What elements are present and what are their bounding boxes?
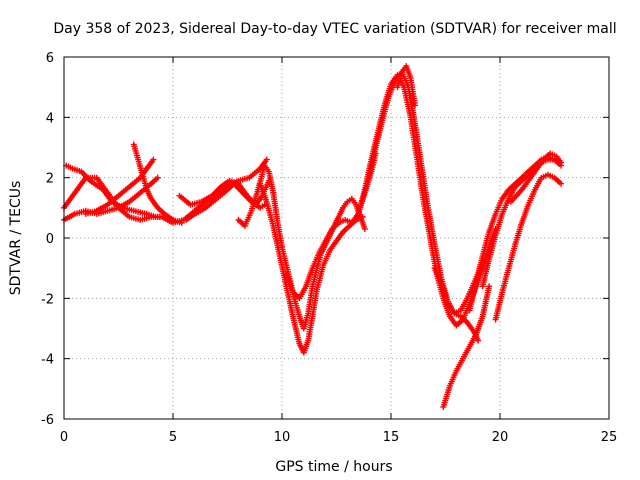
series-track-10 xyxy=(257,180,366,356)
series-track-9 xyxy=(270,189,368,332)
y-tick-label: -6 xyxy=(41,413,54,428)
x-tick-label: 10 xyxy=(274,430,291,445)
x-tick-label: 25 xyxy=(601,430,618,445)
x-axis-label: GPS time / hours xyxy=(275,459,392,475)
y-tick-label: 4 xyxy=(46,111,54,126)
data-point xyxy=(361,225,368,232)
data-point xyxy=(558,180,565,187)
data-point xyxy=(558,159,565,166)
series-track-8 xyxy=(235,162,277,229)
data-point xyxy=(359,213,366,220)
series-track-4 xyxy=(82,156,157,217)
plot-frame xyxy=(63,56,610,420)
series-track-14 xyxy=(394,63,418,109)
data-point xyxy=(475,337,482,344)
x-tick-label: 20 xyxy=(492,430,509,445)
data-point xyxy=(178,219,185,226)
x-tick-label: 5 xyxy=(169,430,177,445)
x-tick-label: 0 xyxy=(60,430,68,445)
y-tick-label: 6 xyxy=(46,51,54,66)
data-point xyxy=(486,283,493,290)
series-track-5 xyxy=(130,141,185,226)
data-point xyxy=(154,174,161,181)
tick-layer: 0 5 10 15 20 25 -6 -4 -2 0 2 4 6 xyxy=(41,51,617,445)
data-point xyxy=(150,156,157,163)
y-axis-label: SDTVAR / TECUs xyxy=(8,181,24,296)
series-track-16 xyxy=(440,283,493,410)
series-track-20 xyxy=(507,150,565,205)
y-tick-label: -2 xyxy=(41,292,54,307)
y-tick-label: 0 xyxy=(46,232,54,247)
data-point xyxy=(263,156,270,163)
data-point xyxy=(411,102,418,109)
x-tick-label: 15 xyxy=(383,430,400,445)
series-track-18 xyxy=(466,153,565,314)
series-track-3 xyxy=(63,162,176,223)
chart-title: Day 358 of 2023, Sidereal Day-to-day VTE… xyxy=(53,21,616,37)
y-tick-label: -4 xyxy=(41,353,54,368)
data-layer xyxy=(61,63,565,410)
y-tick-label: 2 xyxy=(46,172,54,187)
series-track-19 xyxy=(492,171,565,323)
